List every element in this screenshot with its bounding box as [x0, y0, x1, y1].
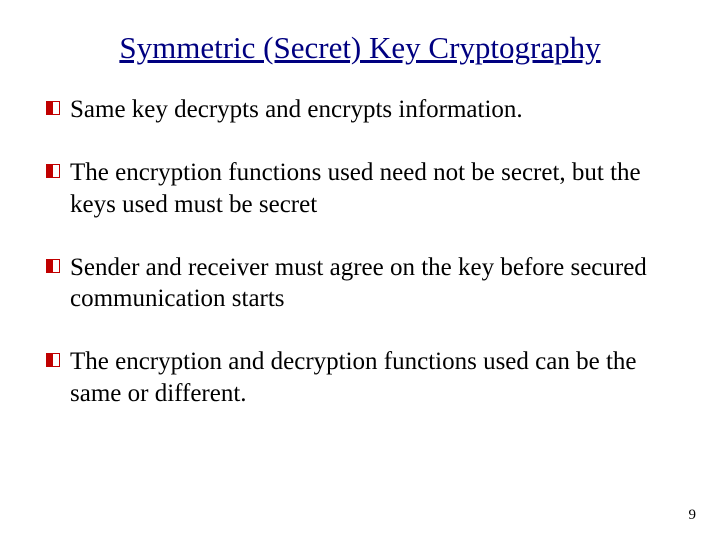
list-item: The encryption functions used need not b…	[46, 157, 674, 220]
bullet-text: The encryption and decryption functions …	[70, 346, 674, 409]
list-item: The encryption and decryption functions …	[46, 346, 674, 409]
bullet-text: The encryption functions used need not b…	[70, 157, 674, 220]
bullet-marker-icon	[46, 164, 60, 178]
list-item: Same key decrypts and encrypts informati…	[46, 94, 674, 125]
slide-title: Symmetric (Secret) Key Cryptography	[40, 30, 680, 66]
bullet-list: Same key decrypts and encrypts informati…	[40, 94, 680, 409]
page-number: 9	[689, 507, 697, 524]
bullet-marker-icon	[46, 259, 60, 273]
bullet-text: Sender and receiver must agree on the ke…	[70, 252, 674, 315]
bullet-marker-icon	[46, 353, 60, 367]
bullet-marker-icon	[46, 101, 60, 115]
bullet-text: Same key decrypts and encrypts informati…	[70, 94, 674, 125]
list-item: Sender and receiver must agree on the ke…	[46, 252, 674, 315]
slide: Symmetric (Secret) Key Cryptography Same…	[0, 0, 720, 540]
